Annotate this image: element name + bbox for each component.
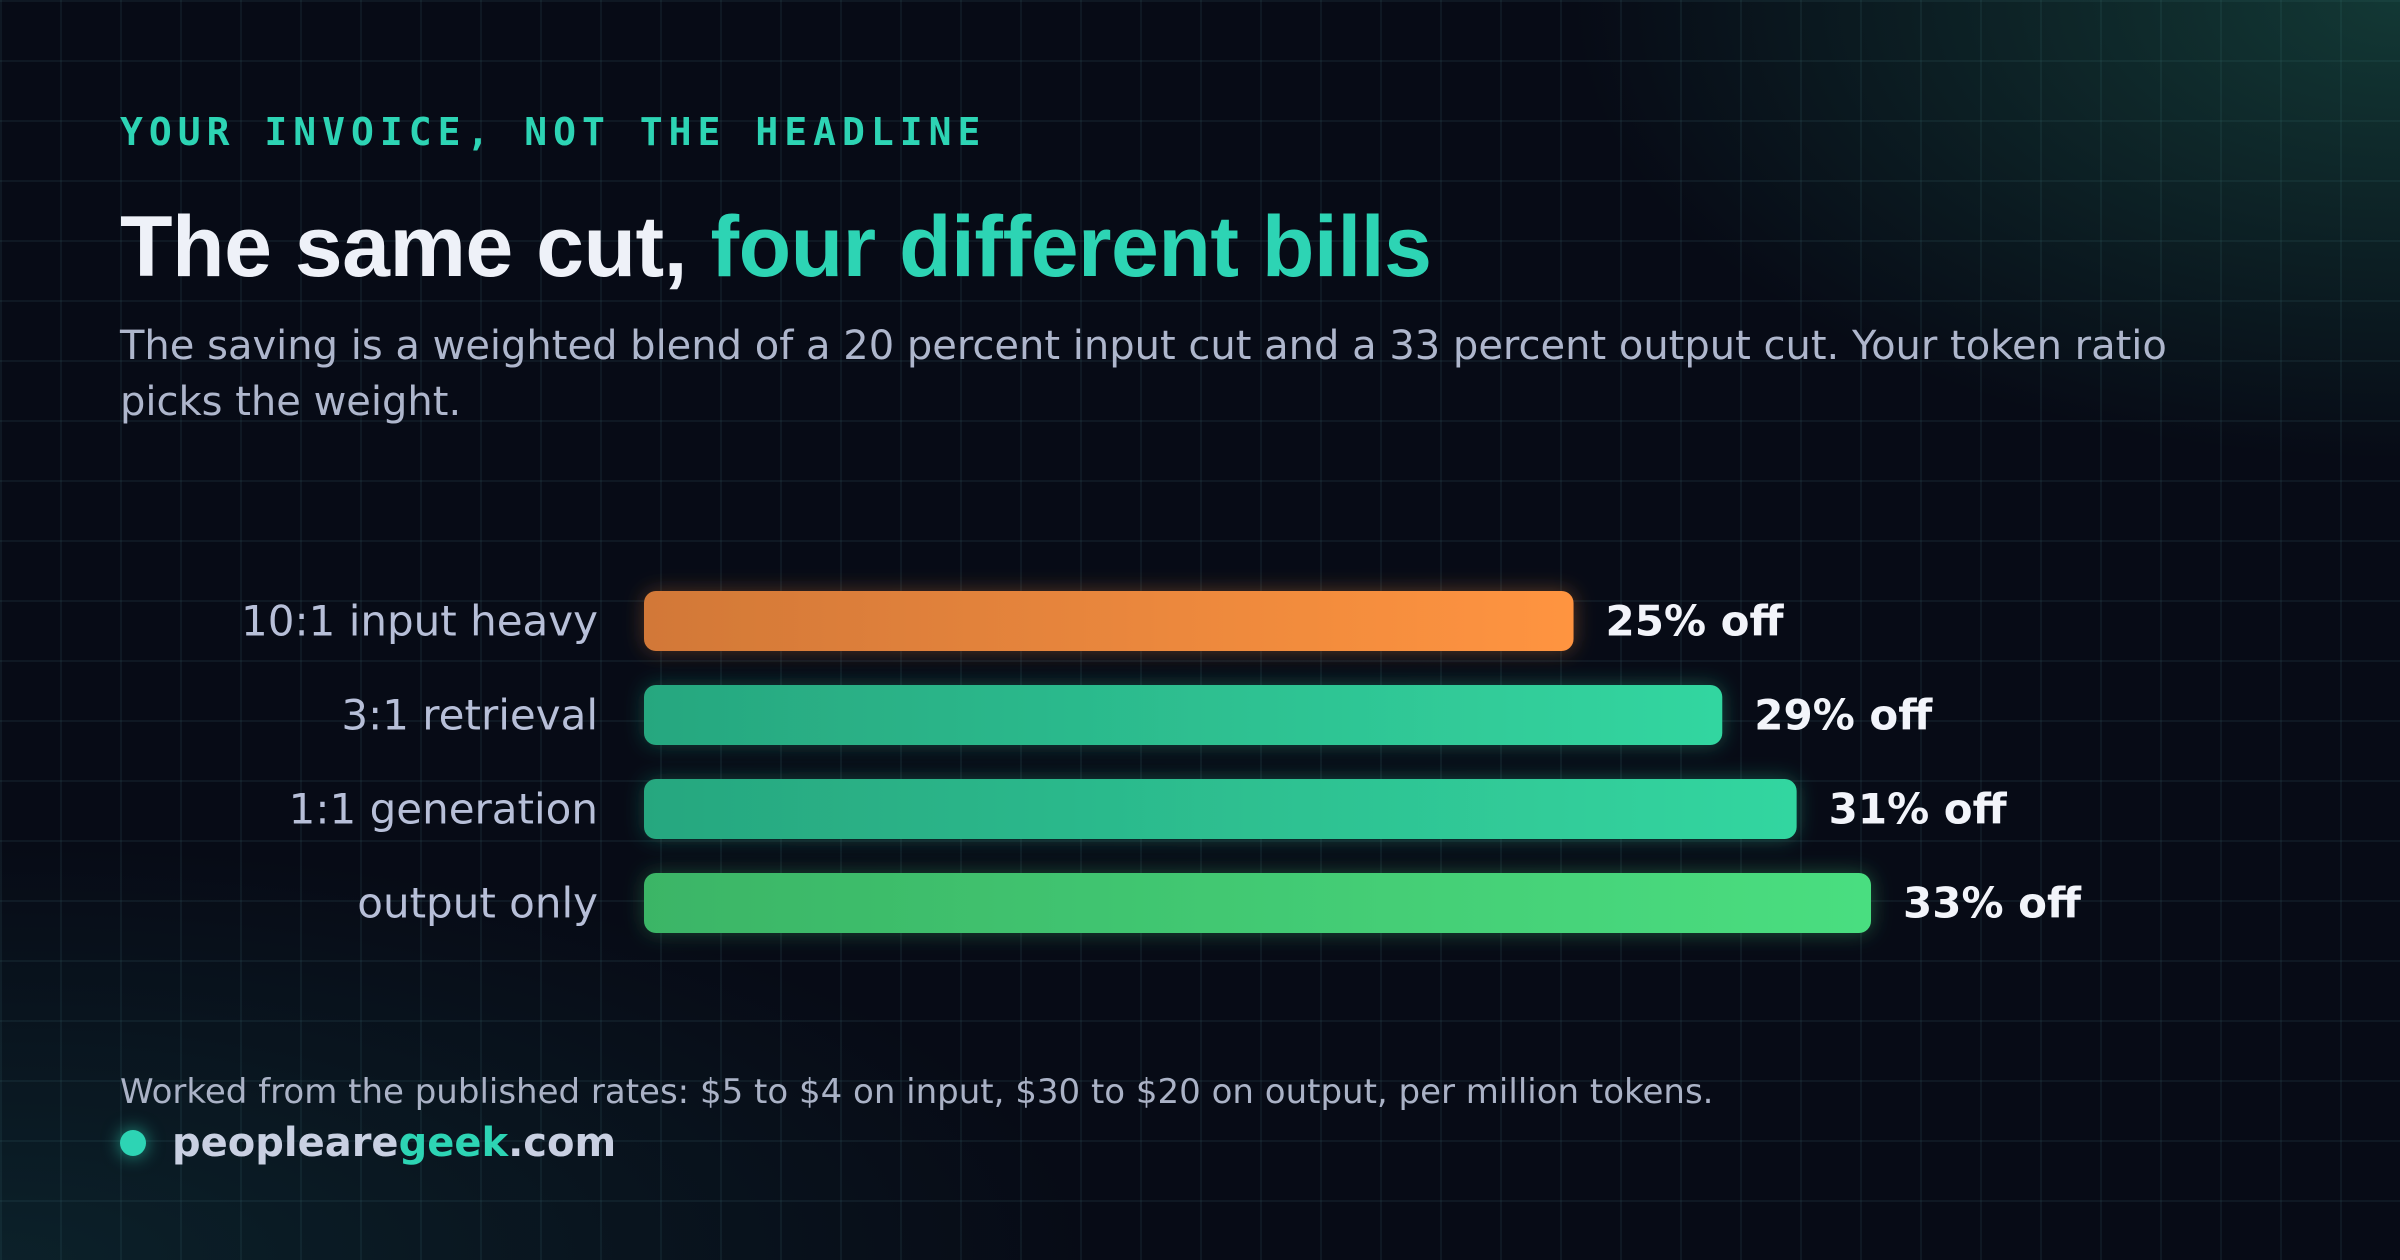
category-label: 10:1 input heavy (241, 597, 598, 646)
brand: peoplearegeek.com (120, 1118, 616, 1168)
value-label: 33% off (1903, 879, 2082, 928)
brand-dot-icon (120, 1130, 146, 1156)
footnote: Worked from the published rates: $5 to $… (120, 1072, 1714, 1112)
category-label: 1:1 generation (289, 785, 598, 834)
bar (644, 685, 1723, 745)
category-label: output only (357, 879, 598, 928)
brand-link[interactable]: peoplearegeek.com (172, 1120, 616, 1166)
brand-pre: peopleare (172, 1120, 399, 1166)
category-label: 3:1 retrieval (341, 691, 598, 740)
brand-highlight: geek (398, 1120, 509, 1166)
title-main: The same cut, (120, 199, 711, 295)
background-glow-top-right (1500, 0, 2400, 500)
bar (644, 873, 1871, 933)
bar (644, 591, 1574, 651)
bar (644, 779, 1797, 839)
brand-post: .com (508, 1120, 617, 1166)
subtitle: The saving is a weighted blend of a 20 p… (120, 323, 2167, 425)
page-title: The same cut, four different bills (120, 198, 1432, 297)
kicker: YOUR INVOICE, NOT THE HEADLINE (120, 110, 987, 154)
title-accent: four different bills (710, 199, 1432, 295)
value-label: 31% off (1829, 785, 2008, 834)
value-label: 29% off (1754, 691, 1933, 740)
value-label: 25% off (1606, 597, 1785, 646)
